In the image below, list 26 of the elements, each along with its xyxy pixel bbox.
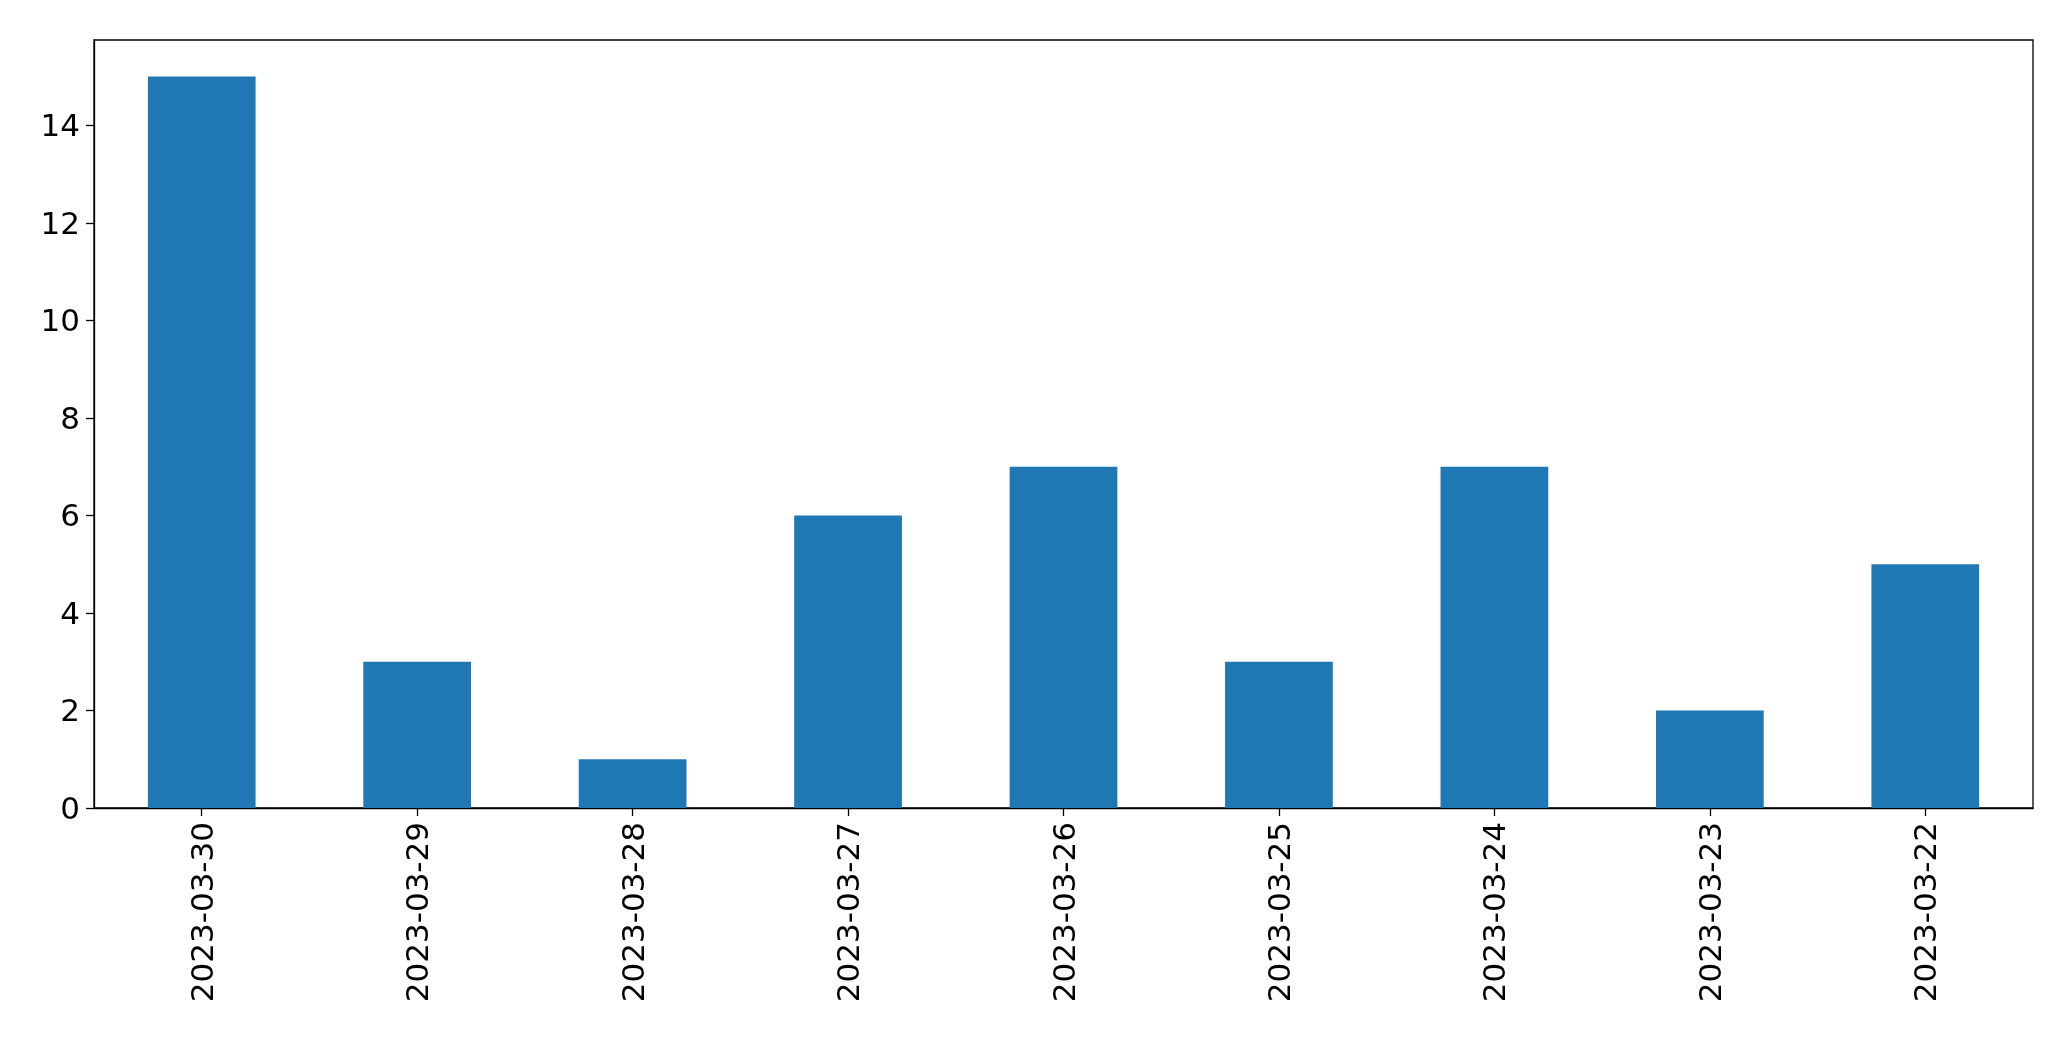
x-tick-label: 2023-03-30 [183, 822, 220, 1003]
bar [1009, 466, 1118, 808]
bar [1225, 661, 1333, 808]
bar [794, 515, 902, 808]
x-tick-label: 2023-03-22 [1907, 822, 1944, 1003]
y-tick-label: 2 [60, 692, 80, 729]
y-tick-label: 12 [40, 204, 80, 241]
y-tick-label: 10 [40, 302, 80, 339]
x-tick-label: 2023-03-23 [1691, 822, 1728, 1003]
bar [578, 759, 687, 808]
y-tick-label: 0 [60, 790, 80, 826]
x-tick-label: 2023-03-27 [830, 822, 867, 1003]
y-tick-label: 6 [60, 497, 80, 534]
bar [147, 76, 256, 808]
x-tick-label: 2023-03-26 [1045, 822, 1082, 1003]
bar [363, 661, 472, 808]
x-tick-label: 2023-03-24 [1476, 822, 1513, 1003]
bar [1440, 466, 1549, 808]
x-tick-label: 2023-03-28 [614, 822, 651, 1003]
y-tick-label: 8 [60, 399, 80, 436]
bar [1655, 710, 1764, 808]
y-tick-label: 4 [60, 594, 80, 631]
bar [1871, 564, 1980, 808]
x-tick-label: 2023-03-25 [1260, 822, 1297, 1003]
y-tick-label: 14 [40, 107, 80, 144]
x-tick-label: 2023-03-29 [399, 822, 436, 1003]
